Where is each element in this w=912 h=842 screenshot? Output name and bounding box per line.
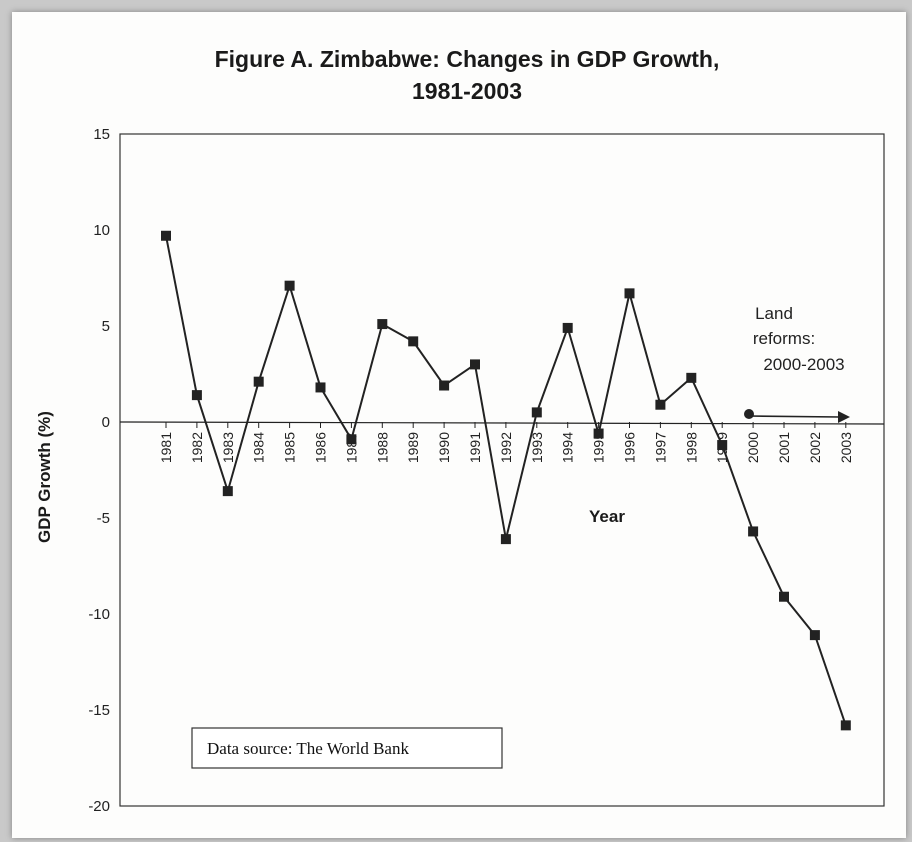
x-tick-label: 1992 xyxy=(498,432,514,463)
data-point-1983 xyxy=(222,486,233,497)
data-point-1990 xyxy=(439,380,450,391)
x-tick-label: 1985 xyxy=(282,432,298,463)
data-source-text: Data source: The World Bank xyxy=(207,739,409,758)
data-point-1982 xyxy=(191,390,202,401)
data-point-1998 xyxy=(686,372,697,383)
x-tick-label: 1991 xyxy=(467,432,483,463)
data-point-1993 xyxy=(531,407,542,418)
y-tick-label: 15 xyxy=(93,126,110,143)
data-point-1981 xyxy=(161,230,171,241)
x-tick-label: 2001 xyxy=(776,432,792,463)
x-tick-label: 1995 xyxy=(591,432,607,463)
figure-page: Figure A. Zimbabwe: Changes in GDP Growt… xyxy=(12,12,906,838)
y-tick-label: 10 xyxy=(93,222,110,239)
y-axis-ticks: 15 10 5 0 -5 -10 -15 -20 xyxy=(88,126,110,815)
data-point-1994 xyxy=(562,322,573,333)
x-tick-label: 1998 xyxy=(683,432,699,463)
data-point-1999 xyxy=(717,440,728,451)
x-tick-label: 1994 xyxy=(560,432,576,463)
data-point-2003 xyxy=(840,720,851,731)
x-tick-label: 1990 xyxy=(436,432,452,463)
data-point-1984 xyxy=(253,376,264,387)
x-tick-label: 1989 xyxy=(405,432,421,463)
x-tick-label: 2000 xyxy=(745,432,761,463)
annotation-arrow-line xyxy=(748,415,841,418)
chart-title-line2: 1981-2003 xyxy=(412,78,522,104)
source-box xyxy=(191,727,503,769)
data-point-2000 xyxy=(748,526,759,537)
data-point-1995 xyxy=(593,428,604,439)
x-tick-label: 2002 xyxy=(807,432,823,463)
y-axis-label: GDP Growth (%) xyxy=(35,411,54,543)
annotation-arrow-start-dot xyxy=(744,409,754,419)
data-point-2001 xyxy=(779,591,789,602)
data-point-2002 xyxy=(809,630,820,641)
data-point-1996 xyxy=(624,288,635,299)
data-point-1987 xyxy=(346,434,357,445)
chart-title-line1: Figure A. Zimbabwe: Changes in GDP Growt… xyxy=(215,46,720,72)
gdp-series-line xyxy=(165,235,847,726)
y-tick-label: -5 xyxy=(97,510,110,527)
data-point-1992 xyxy=(500,534,511,545)
annotation-line-2: reforms: xyxy=(753,329,815,348)
annotation-arrow-head xyxy=(838,411,850,423)
data-point-1986 xyxy=(315,382,326,393)
annotation-line-1: Land xyxy=(755,304,793,323)
data-point-1997 xyxy=(655,399,666,410)
data-point-1985 xyxy=(284,280,295,291)
x-tick-label: 1984 xyxy=(251,432,267,463)
data-point-1991 xyxy=(470,359,480,370)
zero-axis-line xyxy=(119,421,885,425)
y-tick-label: 5 xyxy=(102,318,110,335)
x-axis-label: Year xyxy=(589,507,625,526)
annotation-line-3: 2000-2003 xyxy=(763,355,844,374)
y-tick-label: 0 xyxy=(102,414,110,431)
x-tick-label: 1997 xyxy=(652,432,668,463)
x-tick-label: 1988 xyxy=(374,432,390,463)
x-tick-label: 1983 xyxy=(220,432,236,463)
x-axis-ticks: 1981 1982 1983 1984 1985 1986 1987 1988 1989 1990… xyxy=(158,422,854,463)
y-tick-label: -10 xyxy=(88,606,110,623)
x-tick-label: 1996 xyxy=(622,432,638,463)
data-point-1989 xyxy=(408,336,419,347)
x-tick-label: 1982 xyxy=(189,432,205,463)
x-tick-label: 2003 xyxy=(838,432,854,463)
data-point-1988 xyxy=(377,319,388,330)
plot-area-frame xyxy=(119,133,885,807)
gdp-series-markers xyxy=(161,230,851,731)
x-tick-label: 1986 xyxy=(313,432,329,463)
x-tick-label: 1993 xyxy=(529,432,545,463)
y-tick-label: -20 xyxy=(88,798,110,815)
y-tick-label: -15 xyxy=(88,702,110,719)
gdp-growth-chart: Figure A. Zimbabwe: Changes in GDP Growt… xyxy=(35,46,885,815)
x-tick-label: 1981 xyxy=(158,432,174,463)
